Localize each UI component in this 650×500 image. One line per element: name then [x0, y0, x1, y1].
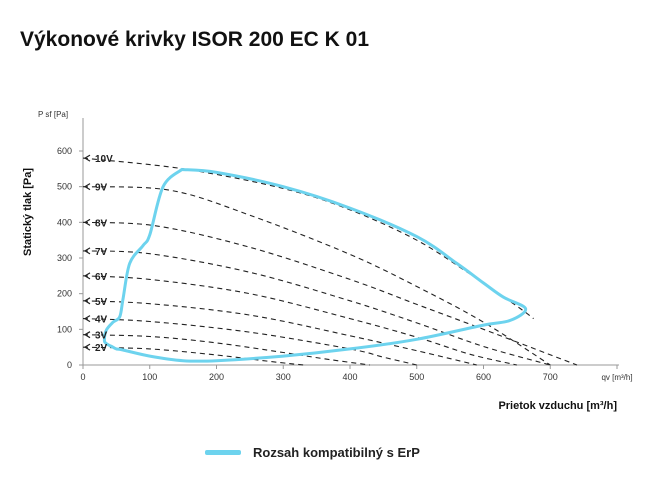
y-axis-top-label: P sf [Pa]	[38, 110, 68, 119]
axes: 0 100 200 300 400 500 600 0 100 200 300 400 500 600 70…	[22, 110, 633, 412]
y-axis-label: Statický tlak [Pa]	[22, 168, 34, 256]
x-tick-label: 600	[476, 372, 491, 382]
y-tick-label: 0	[67, 360, 72, 370]
fan-curve-6v	[82, 275, 518, 366]
fan-curve-7v	[82, 250, 551, 366]
curve-arrow-marker	[83, 154, 91, 162]
y-tick-label: 400	[57, 217, 72, 227]
fan-curve-9v	[82, 186, 551, 366]
curve-label-6v: 6V	[95, 272, 108, 283]
x-tick-label: 0	[80, 372, 85, 382]
fan-curves	[82, 157, 578, 366]
curve-label-9v: 9V	[95, 183, 108, 194]
curve-arrow-marker	[83, 272, 91, 280]
fan-curve-4v	[82, 318, 417, 366]
x-tick-label: 400	[342, 372, 357, 382]
y-tick-label: 500	[57, 182, 72, 192]
y-tick-label: 600	[57, 146, 72, 156]
chart-title: Výkonové krivky ISOR 200 EC K 01	[20, 28, 370, 51]
curve-label-7v: 7V	[95, 247, 108, 258]
curve-label-5v: 5V	[95, 297, 108, 308]
y-tick-label: 200	[57, 289, 72, 299]
fan-curve-3v	[82, 334, 371, 366]
x-tick-label: 700	[543, 372, 558, 382]
x-axis-label: Prietok vzduchu [m³/h]	[498, 400, 617, 412]
x-tick-label: 200	[209, 372, 224, 382]
curve-arrow-marker	[83, 247, 91, 255]
legend-swatch	[205, 450, 241, 455]
curve-label-2v: 2V	[95, 343, 108, 354]
curve-arrow-marker	[83, 331, 91, 339]
y-tick-label: 100	[57, 324, 72, 334]
erp-range	[102, 168, 528, 363]
x-tick-label: 100	[142, 372, 157, 382]
x-axis-end-label: qv [m³/h]	[601, 373, 632, 382]
curve-arrow-marker	[83, 297, 91, 305]
curve-label-4v: 4V	[95, 315, 108, 326]
erp-range-boundary	[102, 168, 528, 363]
y-tick-label: 300	[57, 253, 72, 263]
curve-label-3v: 3V	[95, 331, 108, 342]
curve-arrow-marker	[83, 183, 91, 191]
x-tick-label: 500	[409, 372, 424, 382]
legend: Rozsah kompatibilný s ErP	[205, 445, 420, 460]
curve-arrow-marker	[83, 218, 91, 226]
fan-curve-10v	[82, 157, 534, 320]
fan-curve-5v	[82, 300, 477, 366]
curve-arrow-marker	[83, 315, 91, 323]
legend-label: Rozsah kompatibilný s ErP	[253, 445, 420, 460]
fan-curve-2v	[82, 346, 304, 366]
x-tick-label: 300	[276, 372, 291, 382]
curve-label-10v: 10V	[95, 154, 113, 165]
fan-curve-8v	[82, 221, 578, 366]
curve-arrow-marker	[83, 343, 91, 351]
curve-label-8v: 8V	[95, 218, 108, 229]
